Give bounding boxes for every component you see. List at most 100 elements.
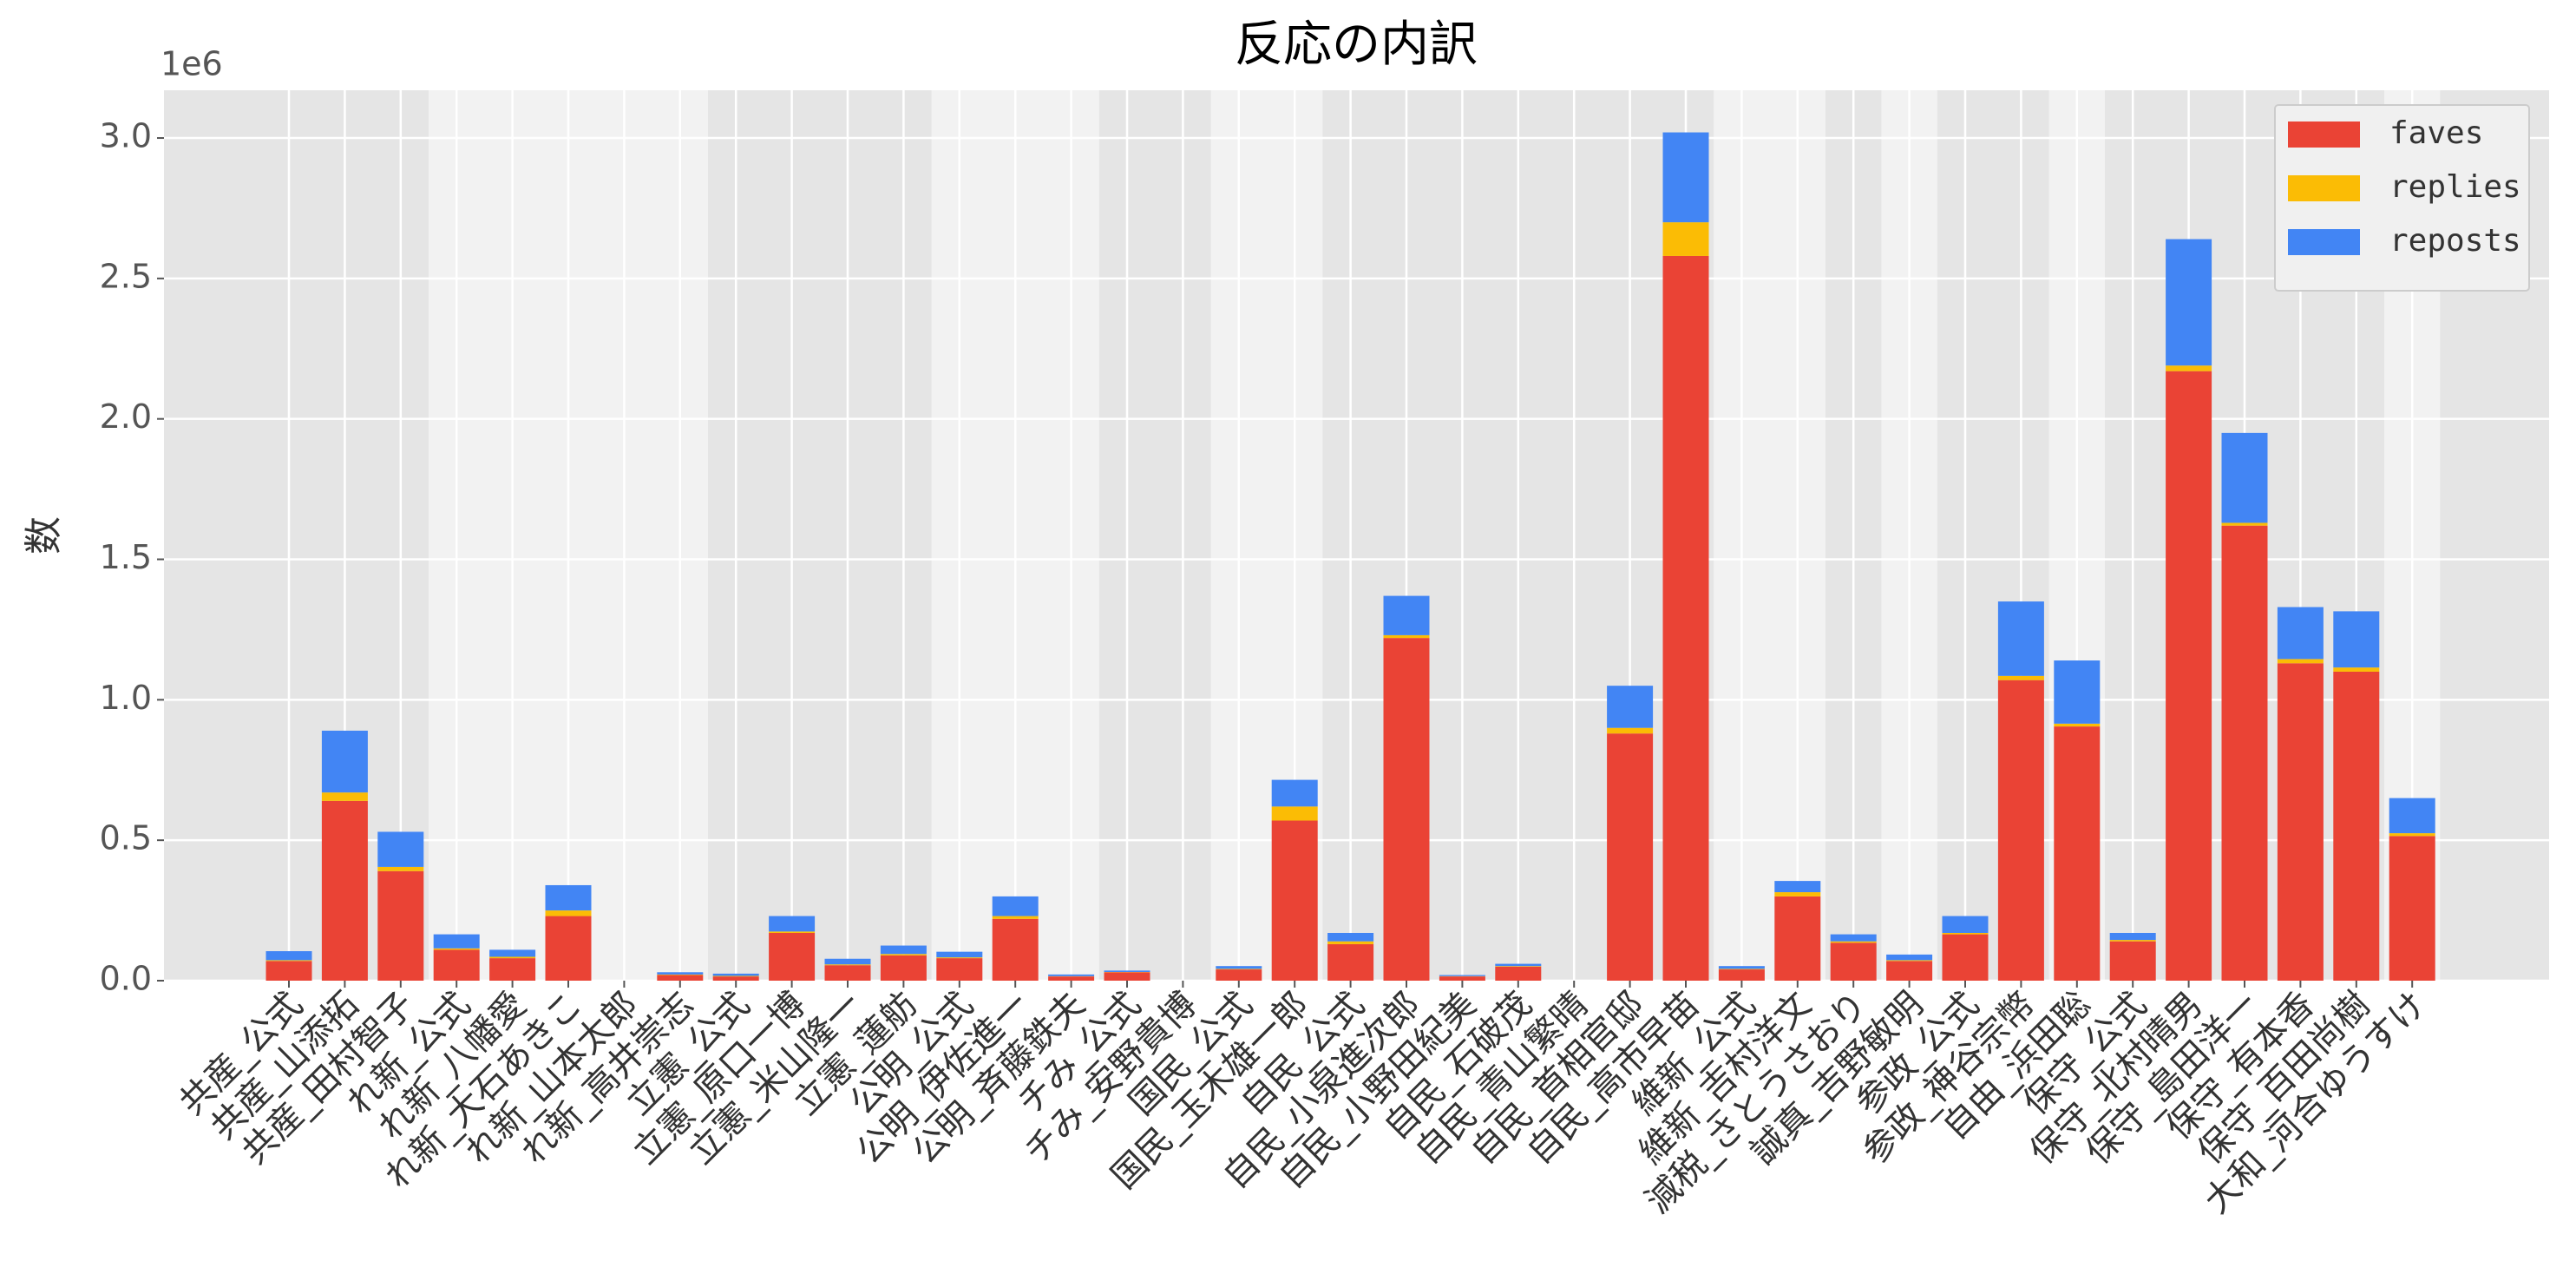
y-tick-label: 1.0 xyxy=(100,679,152,717)
bar-segment xyxy=(824,965,871,981)
bar-segment xyxy=(712,975,759,977)
bar-segment xyxy=(936,951,983,958)
y-axis-label: 数 xyxy=(22,516,66,555)
y-tick-label: 3.0 xyxy=(100,117,152,155)
bar-segment xyxy=(1662,222,1709,256)
bar-segment xyxy=(265,960,312,962)
bar-segment xyxy=(1886,960,1933,962)
bar-segment xyxy=(545,910,592,916)
bar-segment xyxy=(880,955,927,981)
bar-segment xyxy=(1495,966,1542,967)
bar-segment xyxy=(2221,522,2268,526)
bar-segment xyxy=(377,866,424,871)
bar-segment xyxy=(1439,976,1485,981)
bar-segment xyxy=(1886,954,1933,961)
bar-segment xyxy=(1104,972,1150,981)
offset-label: 1e6 xyxy=(161,45,223,83)
bar-segment xyxy=(1607,727,1654,734)
y-tick-label: 0.0 xyxy=(100,960,152,998)
bar-segment xyxy=(2054,723,2101,727)
bar-segment xyxy=(489,956,536,959)
bar-segment xyxy=(1327,932,1374,942)
bar-segment xyxy=(936,957,983,959)
bar-segment xyxy=(1942,932,1989,935)
bar-segment xyxy=(2221,432,2268,523)
bar-segment xyxy=(321,792,368,801)
bar-segment xyxy=(265,961,312,981)
bar-segment xyxy=(880,945,927,955)
bar-segment xyxy=(936,958,983,981)
bar-segment xyxy=(1495,966,1542,981)
bar-segment xyxy=(377,870,424,981)
bar-segment xyxy=(1997,675,2044,680)
bar-segment xyxy=(2277,607,2324,660)
bar-segment xyxy=(1662,255,1709,981)
bar-segment xyxy=(489,949,536,957)
bar-segment xyxy=(2109,932,2156,941)
bar-segment xyxy=(545,884,592,911)
bar-segment xyxy=(1607,686,1654,728)
bar-segment xyxy=(769,916,816,932)
bar-segment xyxy=(2333,667,2380,672)
bar-segment xyxy=(712,976,759,981)
bar-segment xyxy=(265,951,312,961)
bar-segment xyxy=(2277,663,2324,981)
y-tick-label: 2.5 xyxy=(100,257,152,295)
legend-label: reposts xyxy=(2389,223,2521,259)
bar-segment xyxy=(2389,798,2435,834)
legend-swatch xyxy=(2288,229,2360,255)
bar-segment xyxy=(321,730,368,793)
y-tick-label: 0.5 xyxy=(100,819,152,857)
bar-segment xyxy=(1718,966,1765,969)
group-band xyxy=(1714,90,1825,981)
bar-segment xyxy=(2389,836,2435,981)
bar-segment xyxy=(769,931,816,933)
bar-segment xyxy=(992,916,1039,919)
bar-segment xyxy=(2109,940,2156,942)
bar-segment xyxy=(880,954,927,956)
bar-segment xyxy=(1383,638,1430,981)
bar-segment xyxy=(1662,132,1709,223)
bar-segment xyxy=(2054,660,2101,724)
bar-segment xyxy=(769,932,816,981)
bar-segment xyxy=(1048,974,1095,976)
bar-segment xyxy=(1495,963,1542,967)
bar-segment xyxy=(1383,595,1430,635)
y-tick-label: 2.0 xyxy=(100,397,152,436)
bar-segment xyxy=(992,918,1039,981)
chart-title: 反応の内訳 xyxy=(1235,16,1478,73)
bar-segment xyxy=(1774,892,1821,896)
bar-segment xyxy=(1439,975,1485,976)
bar-segment xyxy=(1942,934,1989,981)
bar-segment xyxy=(1271,779,1318,807)
bar-segment xyxy=(1830,942,1877,981)
bar-segment xyxy=(1048,976,1095,981)
bar-segment xyxy=(1383,634,1430,639)
bar-segment xyxy=(2166,365,2212,371)
bar-segment xyxy=(712,973,759,976)
bar-segment xyxy=(992,896,1039,916)
bar-segment xyxy=(2109,941,2156,981)
bar-segment xyxy=(1997,601,2044,676)
bar-segment xyxy=(433,948,480,950)
bar-segment xyxy=(489,958,536,981)
bar-segment xyxy=(1216,966,1262,969)
legend-swatch xyxy=(2288,121,2360,148)
legend-label: replies xyxy=(2389,169,2521,205)
bar-segment xyxy=(1830,934,1877,942)
legend-label: faves xyxy=(2389,115,2483,151)
bar-segment xyxy=(657,972,704,975)
bar-segment xyxy=(1271,820,1318,981)
bar-segment xyxy=(1104,970,1150,972)
bar-segment xyxy=(1830,941,1877,943)
bar-segment xyxy=(1327,941,1374,944)
bar-segment xyxy=(1997,680,2044,981)
bar-segment xyxy=(1216,969,1262,981)
bar-segment xyxy=(545,916,592,981)
bar-segment xyxy=(433,949,480,981)
bar-segment xyxy=(1607,733,1654,981)
bar-segment xyxy=(824,958,871,965)
bar-segment xyxy=(2277,659,2324,664)
legend-swatch xyxy=(2288,175,2360,201)
